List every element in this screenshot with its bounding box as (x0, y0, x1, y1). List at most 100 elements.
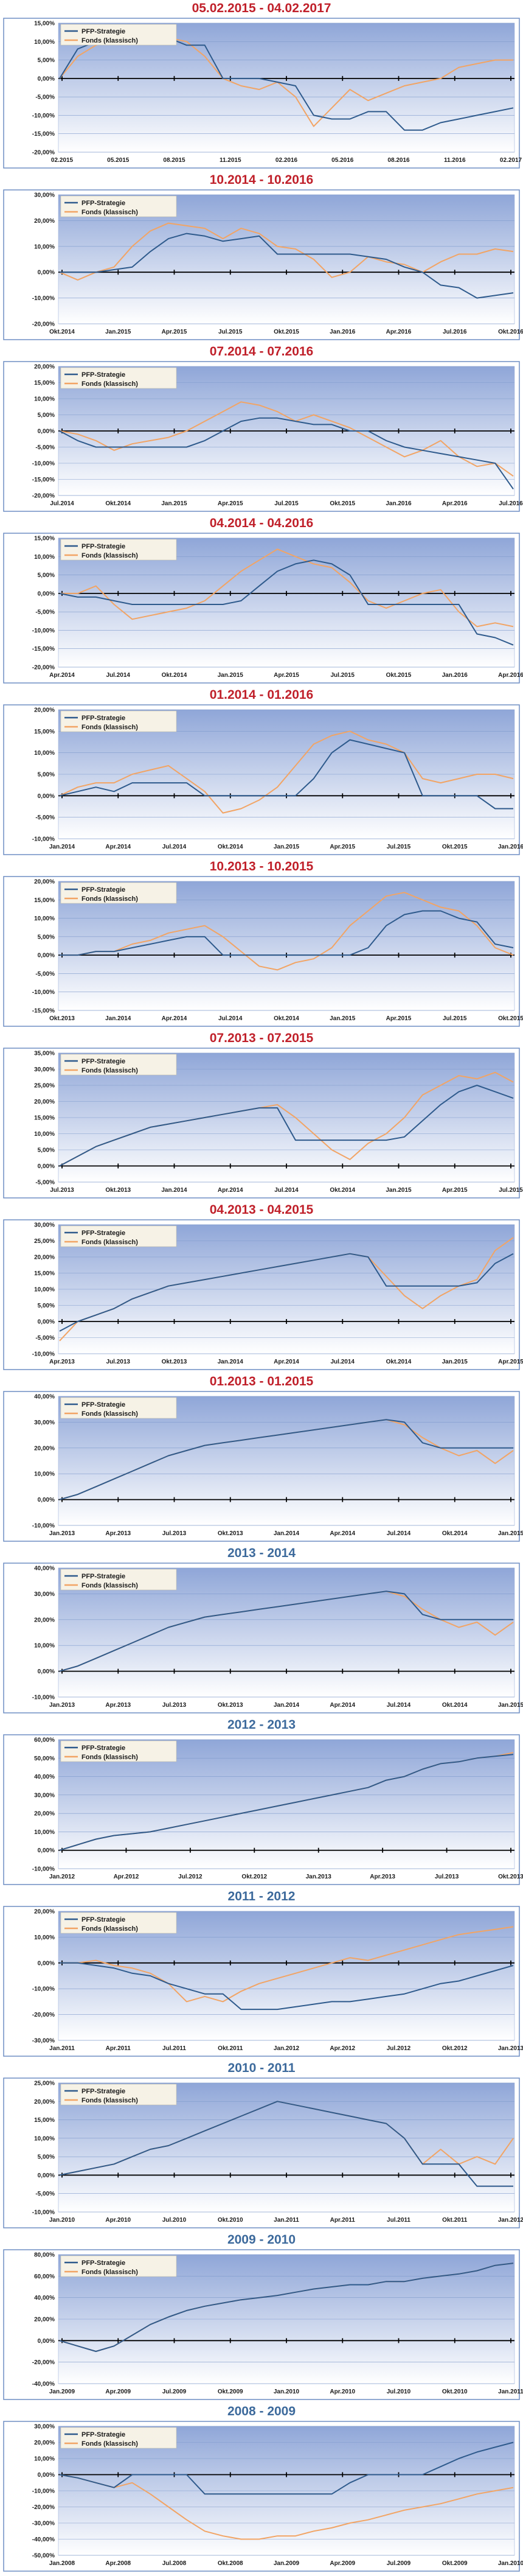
x-tick-label: Okt.2013 (105, 1187, 131, 1194)
x-tick-label: Jan.2015 (274, 844, 300, 850)
x-tick-label: Jan.2015 (386, 1187, 412, 1194)
x-tick-label: Apr.2016 (386, 329, 412, 335)
y-tick-label: 50,00% (34, 1755, 55, 1762)
y-tick-label: -10,00% (32, 113, 55, 119)
x-tick-label: Jul.2014 (387, 1530, 411, 1537)
series-line-fonds (59, 2474, 514, 2540)
y-tick-label: 30,00% (34, 1792, 55, 1799)
y-tick-label: 5,00% (38, 2154, 55, 2161)
x-tick-label: Jan.2014 (49, 844, 75, 850)
y-tick-label: 20,00% (34, 1445, 55, 1452)
legend-label-fonds: Fonds (klassisch) (81, 2269, 138, 2276)
x-tick-label: Apr.2014 (105, 844, 131, 850)
legend-label-strategy: PFP-Strategie (81, 886, 125, 894)
y-tick-label: -20,00% (32, 2504, 55, 2511)
x-tick-label: Jul.2012 (387, 2045, 411, 2052)
x-tick-label: Jan.2015 (498, 1702, 523, 1709)
x-tick-label: 05.2015 (107, 157, 130, 164)
x-tick-label: Jan.2015 (442, 1359, 468, 1365)
x-tick-label: Apr.2015 (386, 1015, 412, 1022)
chart-title: 07.2014 - 07.2016 (210, 345, 313, 359)
x-tick-label: 02.2016 (275, 157, 298, 164)
x-tick-label: Okt.2015 (330, 500, 355, 507)
x-tick-label: Jan.2012 (49, 1874, 75, 1880)
x-tick-label: Jul.2015 (499, 1187, 523, 1194)
legend: PFP-Strategie Fonds (klassisch) (60, 1912, 177, 1934)
x-tick-label: Jan.2015 (161, 500, 187, 507)
y-tick-label: 5,00% (38, 572, 55, 579)
x-tick-label: Apr.2009 (105, 2389, 131, 2395)
chart-panel: 07.2014 - 07.2016 20,00% 15,00% 10,00% 5,00%… (3, 345, 523, 512)
chart-panel: 07.2013 - 07.2015 35,00% 30,00% 25,00% 20,00… (3, 1031, 523, 1199)
chart-panel: 10.2014 - 10.2016 30,00% 20,00% 10,00% 0,00%… (3, 173, 523, 340)
x-tick-label: 05.2016 (331, 157, 354, 164)
y-tick-label: 5,00% (38, 934, 55, 940)
x-tick-label: Okt.2013 (218, 1530, 243, 1537)
legend-box (60, 1912, 177, 1934)
x-tick-label: Apr.2009 (330, 2560, 355, 2567)
x-tick-label: Apr.2011 (330, 2217, 356, 2224)
y-tick-label: -10,00% (32, 461, 55, 467)
y-tick-label: -15,00% (32, 646, 55, 653)
legend-label-strategy: PFP-Strategie (81, 1401, 125, 1409)
y-tick-label: -10,00% (32, 1866, 55, 1873)
chart-title: 2010 - 2011 (228, 2061, 296, 2075)
chart-title: 07.2013 - 07.2015 (210, 1031, 314, 1045)
y-tick-label: 15,00% (34, 1270, 55, 1277)
y-tick-label: 10,00% (34, 1829, 55, 1836)
x-tick-label: Okt.2014 (330, 1187, 355, 1194)
y-tick-label: 30,00% (34, 1222, 55, 1229)
x-tick-label: Jul.2015 (331, 672, 355, 679)
y-tick-label: 5,00% (38, 57, 55, 64)
legend-label-strategy: PFP-Strategie (81, 200, 125, 207)
y-tick-label: 0,00% (38, 953, 55, 959)
y-tick-label: 5,00% (38, 772, 55, 779)
y-tick-label: -20,00% (32, 321, 55, 328)
x-tick-label: Jul.2014 (331, 1359, 355, 1365)
x-tick-label: 08.2015 (163, 157, 185, 164)
y-tick-label: -10,00% (32, 1695, 55, 1701)
chart-title: 04.2014 - 04.2016 (210, 516, 313, 530)
y-tick-label: 60,00% (34, 2273, 55, 2280)
chart-title: 05.02.2015 - 04.02.2017 (192, 1, 331, 15)
series-line-fonds (60, 548, 514, 628)
x-tick-label: Jan.2013 (306, 1874, 332, 1880)
x-tick-label: Jan.2014 (274, 1530, 300, 1537)
legend-label-strategy: PFP-Strategie (81, 1916, 125, 1923)
legend-label-fonds: Fonds (klassisch) (81, 1925, 138, 1933)
chart-panel: 01.2013 - 01.2015 40,00% 30,00% 20,00% 10,00… (3, 1374, 523, 1542)
y-tick-label: -5,00% (35, 814, 55, 821)
y-tick-label: 10,00% (34, 915, 55, 922)
y-tick-label: 10,00% (34, 396, 55, 403)
series-line-strategy (60, 233, 514, 299)
series-line-strategy (59, 1591, 513, 1672)
chart-panel: 04.2014 - 04.2016 15,00% 10,00% 5,00% 0,00% -… (3, 516, 523, 684)
chart-panel: 01.2014 - 01.2016 20,00% 15,00% 10,00% 5,00%… (3, 688, 523, 855)
series-line-strategy (59, 1085, 514, 1167)
x-tick-label: Jul.2014 (50, 500, 74, 507)
x-tick-label: Apr.2010 (105, 2217, 131, 2224)
x-tick-label: Jan.2011 (498, 2389, 523, 2395)
legend-label-strategy: PFP-Strategie (81, 2088, 125, 2095)
legend-label-strategy: PFP-Strategie (81, 28, 125, 35)
x-tick-label: Apr.2015 (442, 1187, 468, 1194)
y-tick-label: -10,00% (32, 2488, 55, 2495)
series-line-fonds (59, 222, 514, 281)
x-tick-label: Jan.2011 (274, 2217, 299, 2224)
y-tick-label: -10,00% (32, 836, 55, 843)
legend-box (60, 195, 177, 217)
x-tick-label: Jul.2011 (162, 2045, 186, 2052)
y-tick-label: 20,00% (34, 707, 55, 714)
x-tick-label: Okt.2010 (218, 2217, 243, 2224)
y-tick-label: 40,00% (34, 2295, 55, 2301)
y-tick-label: -20,00% (32, 665, 55, 671)
y-tick-label: 5,00% (38, 1303, 55, 1309)
y-tick-label: -5,00% (35, 971, 55, 978)
y-tick-label: 25,00% (34, 1083, 55, 1090)
y-tick-label: -15,00% (32, 1008, 55, 1015)
legend-label-strategy: PFP-Strategie (81, 1058, 125, 1065)
x-tick-label: Okt.2013 (162, 1359, 187, 1365)
